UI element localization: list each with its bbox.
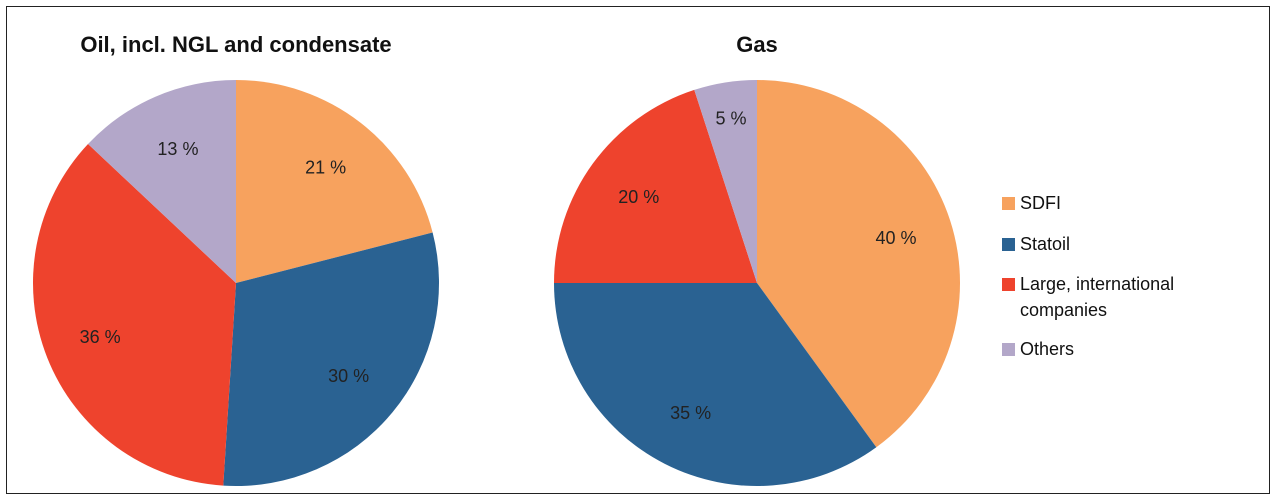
gas-slice-others [694, 80, 757, 283]
gas-slice-label: 35 % [670, 403, 711, 423]
oil-slice-label: 30 % [328, 366, 369, 386]
oil-slice-label: 36 % [80, 327, 121, 347]
legend-swatch [1002, 278, 1015, 291]
oil-slice-label: 21 % [305, 158, 346, 178]
legend-swatch [1002, 197, 1015, 210]
oil-chart-title: Oil, incl. NGL and condensate [80, 32, 391, 57]
gas-slice-statoil [554, 283, 877, 486]
legend-label: SDFI [1020, 193, 1061, 213]
legend-label: companies [1020, 300, 1107, 320]
gas-slice-label: 20 % [618, 187, 659, 207]
gas-slice-large-international-companies [554, 89, 757, 284]
legend-label: Statoil [1020, 234, 1070, 254]
gas-slice-label: 5 % [715, 109, 746, 129]
oil-slice-large-international-companies [32, 144, 236, 486]
gas-pie: 40 % 35 % 20 % 5 % [554, 80, 961, 486]
oil-slice-statoil [223, 232, 440, 486]
gas-slice-label: 40 % [875, 228, 916, 248]
oil-pie: 21 % 30 % 36 % 13 % [32, 80, 440, 486]
gas-chart-title: Gas [736, 32, 778, 57]
oil-slice-others [88, 80, 236, 283]
legend-swatch [1002, 343, 1015, 356]
legend: SDFI Statoil Large, international companies… [1002, 193, 1174, 359]
gas-slice-sdfi [757, 80, 961, 448]
legend-swatch [1002, 238, 1015, 251]
legend-label: Others [1020, 339, 1074, 359]
oil-slice-sdfi [236, 80, 433, 283]
oil-slice-label: 13 % [157, 139, 198, 159]
legend-label: Large, international [1020, 274, 1174, 294]
